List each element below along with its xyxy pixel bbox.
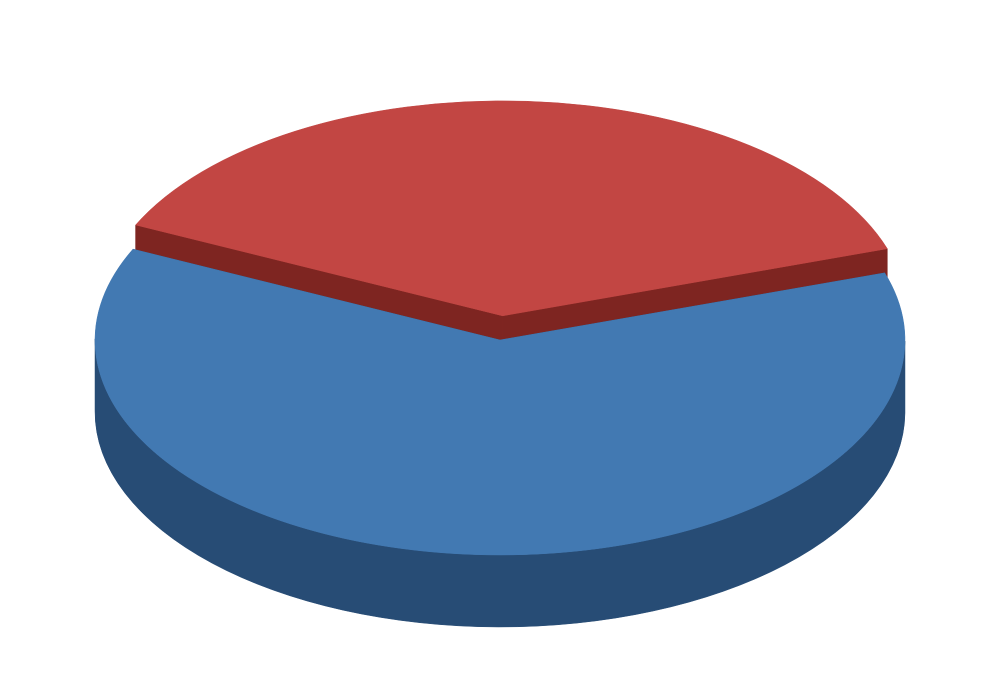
pie-chart-3d — [0, 0, 1000, 693]
